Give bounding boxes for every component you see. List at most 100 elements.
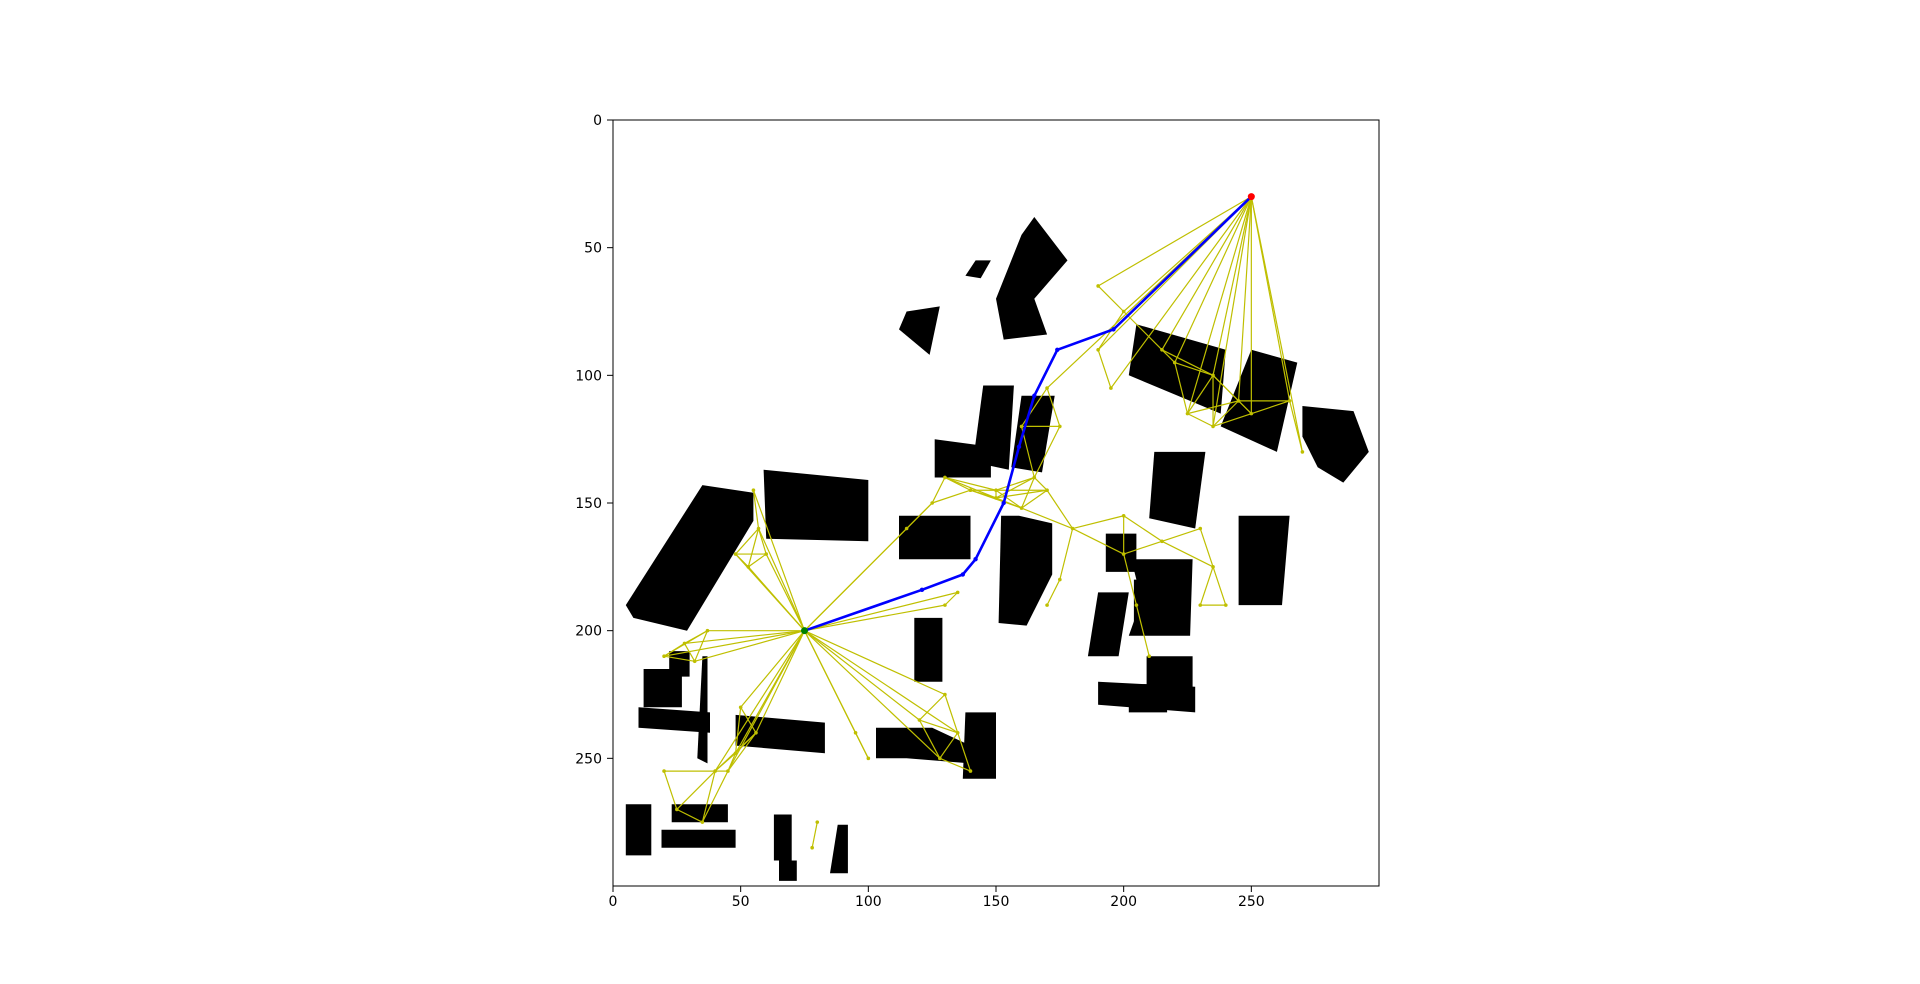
roadmap-edge — [1161, 349, 1176, 363]
roadmap-edge — [727, 752, 737, 772]
roadmap-edge — [714, 630, 806, 772]
roadmap-node — [1058, 577, 1062, 582]
roadmap-edge — [752, 490, 760, 529]
roadmap-edge — [1199, 566, 1214, 606]
roadmap-edge — [701, 770, 729, 823]
roadmap-node — [713, 769, 717, 773]
roadmap-edge — [939, 757, 971, 772]
roadmap-node — [1032, 475, 1037, 480]
roadmap-edge — [1212, 566, 1227, 606]
roadmap-node — [1198, 526, 1203, 531]
roadmap-edge — [663, 770, 678, 810]
roadmap-node — [1300, 450, 1305, 454]
roadmap-node — [943, 603, 947, 607]
roadmap-node — [1045, 488, 1049, 493]
obstacle-building — [1133, 579, 1175, 631]
roadmap-edge — [1059, 528, 1074, 580]
roadmap-edge — [918, 719, 941, 759]
roadmap-node — [700, 820, 705, 824]
roadmap-node — [733, 552, 738, 556]
roadmap-edge — [1186, 196, 1252, 414]
roadmap-edge — [1097, 285, 1125, 312]
roadmap-edge — [1161, 540, 1214, 568]
roadmap-edge — [1212, 196, 1252, 376]
roadmap-edge — [1212, 413, 1252, 427]
roadmap-edge — [804, 591, 958, 632]
x-tick-label: 250 — [1238, 894, 1265, 910]
roadmap-node — [1121, 513, 1126, 518]
start-point — [801, 627, 808, 635]
obstacle-building — [830, 824, 848, 874]
obstacle-building — [998, 515, 1053, 626]
roadmap-edge — [755, 630, 806, 734]
roadmap-edge — [727, 732, 757, 772]
roadmap-edge — [752, 490, 806, 631]
obstacle-building — [876, 727, 971, 764]
obstacle-building — [779, 860, 797, 881]
obstacle-building — [899, 515, 971, 560]
roadmap-node — [810, 845, 814, 850]
roadmap-node — [1109, 386, 1113, 390]
y-tick-label: 100 — [575, 368, 602, 384]
roadmap-node — [726, 769, 730, 773]
roadmap-node — [733, 751, 738, 756]
roadmap-node — [746, 565, 751, 569]
roadmap-node — [955, 731, 960, 735]
roadmap-edge — [1135, 604, 1150, 657]
roadmap-edge — [735, 528, 759, 555]
roadmap-node — [682, 641, 687, 646]
roadmap-edge — [804, 630, 959, 734]
roadmap-edge — [944, 476, 997, 491]
roadmap-edge — [1174, 196, 1252, 363]
roadmap-node — [1134, 603, 1139, 607]
roadmap-node — [1211, 373, 1215, 378]
roadmap-edge — [1046, 579, 1061, 606]
roadmap-node — [692, 659, 697, 664]
planned-path — [803, 195, 1253, 633]
roadmap-edge — [1072, 527, 1124, 555]
roadmap-edge — [1072, 515, 1124, 530]
roadmap-node — [1198, 603, 1203, 607]
x-tick-label: 200 — [1110, 894, 1137, 910]
roadmap-edge — [804, 630, 920, 721]
obstacle-building — [962, 712, 996, 779]
roadmap-edge — [1123, 311, 1163, 351]
obstacle-building — [965, 260, 991, 279]
path-waypoint — [973, 556, 978, 562]
roadmap-edge — [995, 489, 1022, 509]
roadmap-edge — [765, 553, 806, 631]
roadmap-node — [994, 488, 998, 493]
roadmap-edge — [740, 706, 757, 734]
roadmap-node — [1058, 424, 1062, 429]
y-tick-label: 50 — [584, 241, 602, 257]
roadmap-edge — [1250, 196, 1303, 453]
roadmap-node — [1249, 411, 1254, 416]
roadmap-edge — [931, 489, 971, 504]
x-tick-label: 150 — [983, 894, 1010, 910]
roadmap-node — [1147, 654, 1151, 658]
roadmap-edge — [1161, 527, 1201, 542]
roadmap-node — [1287, 399, 1292, 403]
roadmap-edge — [906, 502, 933, 529]
roadmap-edge — [1021, 489, 1048, 509]
roadmap-edge — [735, 553, 749, 568]
roadmap-node — [1160, 539, 1164, 544]
path-layer — [803, 195, 1253, 633]
roadmap-node — [1096, 284, 1100, 288]
obstacle-building — [763, 469, 869, 542]
roadmap-node — [754, 731, 758, 735]
roadmap-edge — [701, 770, 716, 823]
roadmap-node — [764, 552, 768, 556]
roadmap-edge — [1033, 477, 1048, 491]
roadmap-edge — [944, 694, 959, 733]
roadmap-edge — [1161, 349, 1214, 376]
obstacle-building — [1238, 515, 1290, 606]
roadmap-node — [1045, 603, 1049, 607]
y-tick-label: 0 — [593, 113, 602, 129]
roadmap-edge — [1021, 507, 1073, 530]
roadmap-node — [968, 488, 973, 493]
roadmap-edge — [684, 630, 805, 645]
roadmap-edge — [1110, 196, 1252, 389]
roadmap-edge — [740, 630, 805, 708]
roadmap-edge — [1174, 362, 1189, 414]
